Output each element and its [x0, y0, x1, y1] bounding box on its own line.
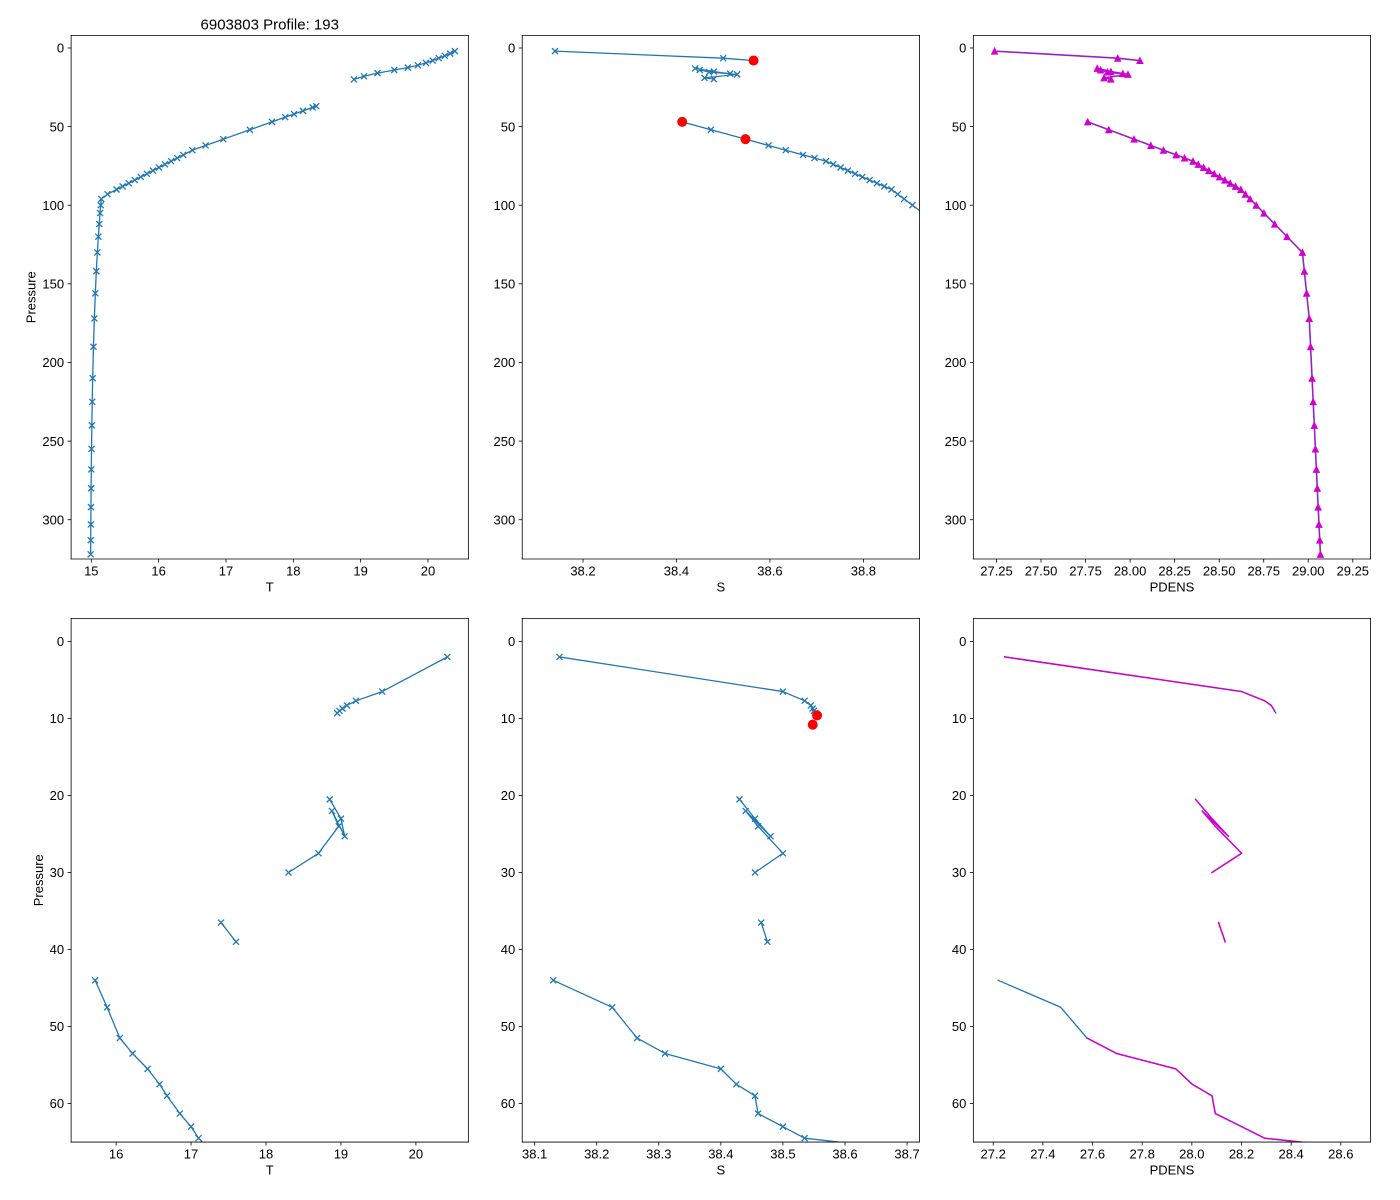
- svg-text:100: 100: [494, 198, 516, 213]
- svg-text:S: S: [717, 1163, 726, 1178]
- svg-text:300: 300: [42, 512, 64, 527]
- svg-text:27.75: 27.75: [1069, 563, 1102, 578]
- svg-text:200: 200: [494, 355, 516, 370]
- svg-text:38.7: 38.7: [894, 1146, 919, 1161]
- svg-text:28.75: 28.75: [1247, 563, 1280, 578]
- svg-text:38.2: 38.2: [584, 1146, 609, 1161]
- svg-text:30: 30: [501, 865, 515, 880]
- svg-text:100: 100: [945, 198, 967, 213]
- svg-text:38.1: 38.1: [522, 1146, 547, 1161]
- svg-text:50: 50: [50, 1019, 64, 1034]
- svg-text:27.2: 27.2: [981, 1146, 1006, 1161]
- svg-text:38.4: 38.4: [664, 563, 689, 578]
- svg-text:38.6: 38.6: [757, 563, 782, 578]
- svg-text:10: 10: [501, 711, 515, 726]
- svg-text:250: 250: [494, 434, 516, 449]
- svg-text:PDENS: PDENS: [1150, 580, 1195, 595]
- svg-text:28.0: 28.0: [1179, 1146, 1204, 1161]
- svg-text:38.8: 38.8: [851, 563, 876, 578]
- svg-text:300: 300: [494, 512, 516, 527]
- svg-text:28.50: 28.50: [1203, 563, 1236, 578]
- svg-text:38.3: 38.3: [646, 1146, 671, 1161]
- svg-text:0: 0: [57, 634, 64, 649]
- svg-text:19: 19: [334, 1146, 348, 1161]
- svg-text:20: 20: [501, 788, 515, 803]
- svg-text:0: 0: [959, 41, 966, 56]
- svg-text:50: 50: [501, 119, 515, 134]
- svg-text:28.6: 28.6: [1328, 1146, 1353, 1161]
- svg-text:200: 200: [945, 355, 967, 370]
- svg-text:38.2: 38.2: [570, 563, 595, 578]
- svg-text:50: 50: [501, 1019, 515, 1034]
- svg-text:28.25: 28.25: [1158, 563, 1191, 578]
- svg-text:Pressure: Pressure: [31, 854, 46, 906]
- svg-text:40: 40: [501, 942, 515, 957]
- svg-text:29.25: 29.25: [1337, 563, 1370, 578]
- svg-text:S: S: [717, 580, 726, 595]
- svg-text:16: 16: [109, 1146, 123, 1161]
- svg-text:20: 20: [409, 1146, 423, 1161]
- svg-text:20: 20: [952, 788, 966, 803]
- svg-text:250: 250: [945, 434, 967, 449]
- svg-text:27.4: 27.4: [1030, 1146, 1055, 1161]
- svg-text:PDENS: PDENS: [1150, 1163, 1195, 1178]
- svg-text:38.4: 38.4: [708, 1146, 733, 1161]
- svg-text:6903803 Profile: 193: 6903803 Profile: 193: [201, 16, 339, 33]
- svg-text:60: 60: [952, 1096, 966, 1111]
- svg-text:150: 150: [42, 277, 64, 292]
- svg-text:28.4: 28.4: [1278, 1146, 1303, 1161]
- svg-text:28.2: 28.2: [1229, 1146, 1254, 1161]
- svg-text:0: 0: [57, 41, 64, 56]
- svg-text:50: 50: [952, 1019, 966, 1034]
- svg-text:60: 60: [50, 1096, 64, 1111]
- svg-text:0: 0: [508, 41, 515, 56]
- svg-text:10: 10: [50, 711, 64, 726]
- svg-text:28.00: 28.00: [1114, 563, 1147, 578]
- svg-text:0: 0: [959, 634, 966, 649]
- svg-text:27.25: 27.25: [980, 563, 1013, 578]
- svg-text:150: 150: [945, 277, 967, 292]
- svg-text:16: 16: [151, 563, 165, 578]
- svg-text:17: 17: [219, 563, 233, 578]
- svg-text:38.5: 38.5: [770, 1146, 795, 1161]
- svg-text:30: 30: [50, 865, 64, 880]
- svg-text:17: 17: [184, 1146, 198, 1161]
- svg-text:20: 20: [50, 788, 64, 803]
- svg-text:10: 10: [952, 711, 966, 726]
- svg-text:Pressure: Pressure: [24, 271, 39, 323]
- svg-text:T: T: [266, 1163, 274, 1178]
- svg-text:30: 30: [952, 865, 966, 880]
- svg-text:100: 100: [42, 198, 64, 213]
- svg-text:200: 200: [42, 355, 64, 370]
- svg-text:18: 18: [259, 1146, 273, 1161]
- svg-text:27.8: 27.8: [1130, 1146, 1155, 1161]
- svg-text:250: 250: [42, 434, 64, 449]
- svg-text:19: 19: [353, 563, 367, 578]
- svg-text:0: 0: [508, 634, 515, 649]
- svg-text:40: 40: [952, 942, 966, 957]
- svg-text:27.6: 27.6: [1080, 1146, 1105, 1161]
- svg-text:15: 15: [84, 563, 98, 578]
- svg-text:60: 60: [501, 1096, 515, 1111]
- svg-text:38.6: 38.6: [832, 1146, 857, 1161]
- svg-text:T: T: [266, 580, 274, 595]
- svg-text:18: 18: [286, 563, 300, 578]
- svg-text:27.50: 27.50: [1025, 563, 1058, 578]
- svg-text:300: 300: [945, 512, 967, 527]
- svg-text:50: 50: [952, 119, 966, 134]
- svg-text:20: 20: [421, 563, 435, 578]
- svg-text:50: 50: [50, 119, 64, 134]
- svg-text:40: 40: [50, 942, 64, 957]
- svg-text:29.00: 29.00: [1292, 563, 1325, 578]
- svg-text:150: 150: [494, 277, 516, 292]
